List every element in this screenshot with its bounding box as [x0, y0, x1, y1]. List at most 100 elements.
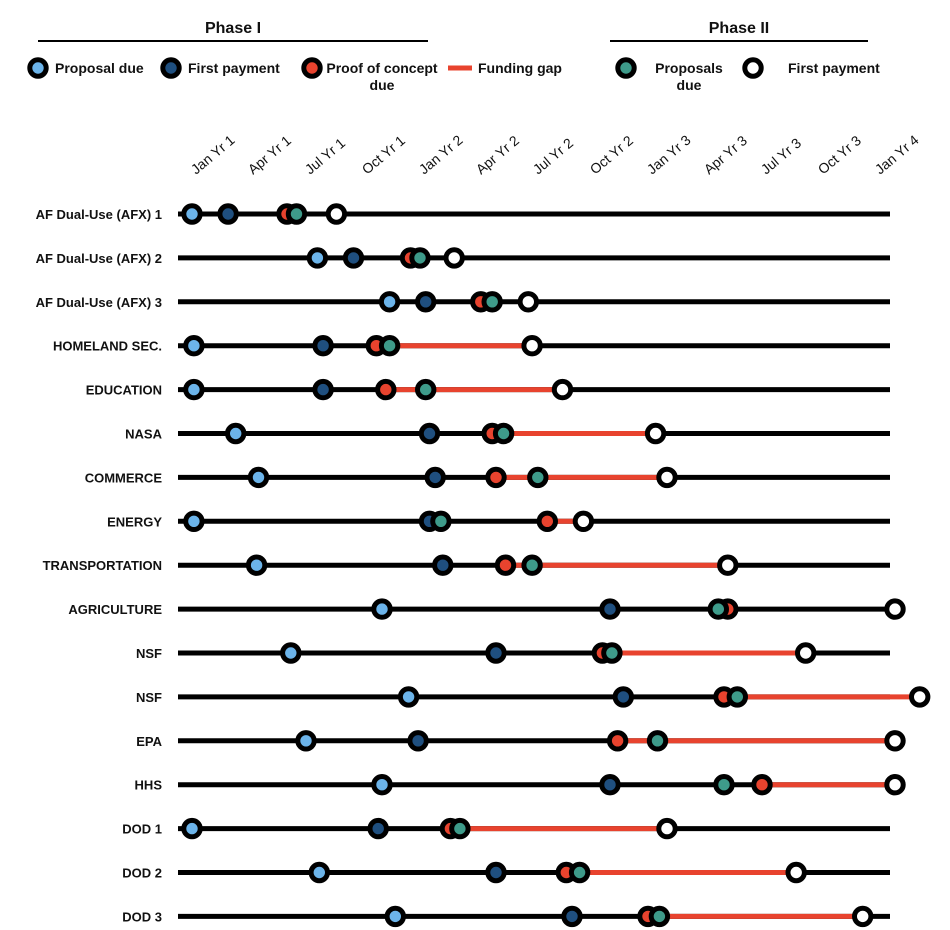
timeline-row: NASA — [125, 422, 890, 445]
proposal-marker — [181, 203, 203, 225]
payment-marker — [312, 378, 334, 401]
payment-marker — [342, 247, 365, 269]
timeline-row: HHS — [135, 774, 906, 796]
payment-marker — [599, 598, 621, 620]
legend-item-payment: First payment — [160, 57, 280, 79]
p2payment-marker — [884, 730, 906, 752]
row-label: DOD 2 — [122, 866, 162, 881]
payment-marker — [407, 730, 429, 752]
p2payment-marker — [521, 335, 543, 357]
row-label: NASA — [125, 427, 162, 442]
payment-marker — [415, 291, 437, 313]
p2payment-marker — [884, 774, 906, 796]
payment-marker — [312, 335, 334, 357]
p2proposal-marker — [409, 247, 431, 269]
p2proposal-marker — [415, 378, 437, 401]
timeline-row: AF Dual-Use (AFX) 1 — [36, 203, 890, 225]
p2proposal-marker — [481, 291, 503, 313]
legend-payment-label: First payment — [188, 60, 280, 76]
proposal-marker — [280, 642, 302, 664]
p2payment-marker — [795, 642, 817, 664]
timeline-row: DOD 1 — [122, 817, 890, 840]
row-label: DOD 3 — [122, 909, 162, 924]
legend-p2proposal-label: Proposals — [655, 60, 723, 76]
row-label: HOMELAND SEC. — [53, 339, 162, 354]
legend-proposal-marker — [27, 57, 49, 79]
payment-marker — [485, 642, 507, 664]
proposal-marker — [306, 247, 329, 269]
p2payment-marker — [909, 686, 931, 708]
p2proposal-marker — [430, 510, 452, 532]
p2proposal-marker — [568, 861, 591, 884]
row-label: NSF — [136, 690, 162, 705]
proposal-marker — [371, 598, 393, 620]
p2proposal-marker — [707, 598, 729, 620]
legend-p2proposal-label: due — [677, 77, 702, 93]
x-tick-label: Jul Yr 1 — [302, 135, 349, 178]
row-label: TRANSPORTATION — [43, 558, 162, 573]
timeline-row: ENERGY — [107, 510, 890, 532]
proposal-marker — [183, 335, 205, 357]
poc-marker — [494, 554, 517, 576]
proposal-marker — [371, 774, 393, 796]
poc-marker — [751, 774, 773, 796]
timeline-row: DOD 3 — [122, 905, 890, 928]
phase-1-header: Phase I — [205, 20, 261, 37]
row-label: COMMERCE — [85, 470, 163, 485]
timeline-row: TRANSPORTATION — [43, 554, 890, 576]
legend-p2payment-label: First payment — [788, 60, 880, 76]
p2proposal-marker — [713, 774, 735, 796]
row-label: AF Dual-Use (AFX) 1 — [36, 207, 162, 222]
legend: Proposal due First payment Proof of concep… — [27, 57, 880, 93]
x-tick-label: Jan Yr 3 — [644, 132, 694, 178]
x-tick-label: Jan Yr 1 — [188, 132, 238, 178]
payment-marker — [424, 466, 446, 489]
proposal-marker — [183, 510, 205, 532]
p2payment-marker — [325, 203, 348, 225]
poc-marker — [375, 378, 397, 401]
timeline-row: COMMERCE — [85, 466, 890, 489]
x-tick-label: Oct Yr 3 — [815, 132, 865, 177]
p2payment-marker — [644, 422, 667, 445]
x-tick-label: Apr Yr 3 — [701, 132, 751, 177]
proposal-marker — [247, 466, 270, 489]
legend-poc-label: due — [370, 77, 395, 93]
p2payment-marker — [551, 378, 574, 401]
x-tick-label: Jul Yr 2 — [530, 135, 577, 178]
timeline-row: DOD 2 — [122, 861, 890, 884]
legend-p2proposal-marker — [615, 57, 637, 79]
x-tick-label: Apr Yr 2 — [473, 132, 523, 177]
proposal-marker — [378, 291, 401, 313]
row-label: HHS — [135, 778, 163, 793]
p2payment-marker — [517, 291, 539, 313]
payment-marker — [432, 554, 454, 576]
timeline-rows: AF Dual-Use (AFX) 1 AF Dual-Use (AFX) 2 AF… — [36, 203, 931, 928]
payment-marker — [217, 203, 239, 225]
row-label: NSF — [136, 646, 162, 661]
timeline-row: NSF — [136, 642, 890, 664]
p2proposal-marker — [492, 422, 515, 445]
p2proposal-marker — [648, 905, 671, 928]
proposal-marker — [308, 861, 330, 884]
proposal-marker — [181, 817, 203, 840]
p2proposal-marker — [378, 335, 401, 357]
p2payment-marker — [852, 905, 874, 928]
proposal-marker — [397, 686, 420, 708]
x-tick-label: Jan Yr 4 — [872, 132, 922, 178]
row-label: EPA — [136, 734, 162, 749]
payment-marker — [599, 774, 621, 796]
p2proposal-marker — [285, 203, 308, 225]
legend-payment-marker — [160, 57, 182, 79]
x-tick-label: Jan Yr 2 — [416, 132, 466, 178]
legend-proposal-label: Proposal due — [55, 60, 144, 76]
payment-marker — [612, 686, 634, 708]
payment-marker — [561, 905, 583, 928]
proposal-marker — [225, 422, 247, 445]
p2proposal-marker — [449, 817, 471, 840]
p2proposal-marker — [601, 642, 623, 664]
legend-item-p2payment: First payment — [742, 57, 880, 79]
timeline-row: AF Dual-Use (AFX) 3 — [36, 291, 890, 313]
timeline-row: HOMELAND SEC. — [53, 335, 890, 357]
